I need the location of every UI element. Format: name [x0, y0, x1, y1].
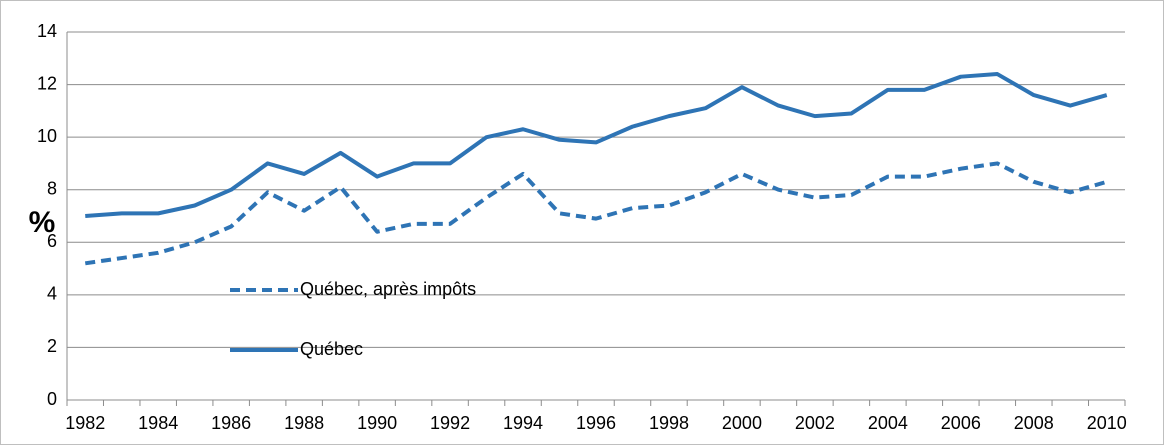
y-tick-label: 0	[47, 389, 57, 409]
x-tick-label: 1994	[503, 413, 543, 433]
x-tick-label: 2000	[722, 413, 762, 433]
x-tick-label: 2002	[795, 413, 835, 433]
x-tick-label: 1982	[65, 413, 105, 433]
legend-label: Québec, après impôts	[300, 279, 476, 299]
y-axis-label: %	[29, 206, 56, 239]
y-tick-label: 8	[47, 178, 57, 198]
y-tick-label: 6	[47, 231, 57, 251]
y-tick-label: 10	[37, 126, 57, 146]
x-tick-label: 1984	[138, 413, 178, 433]
x-tick-label: 2006	[941, 413, 981, 433]
line-series	[84, 161, 1108, 266]
x-tick-label: 2008	[1014, 413, 1054, 433]
y-tick-label: 14	[37, 21, 57, 41]
x-tick-label: 1998	[649, 413, 689, 433]
y-tick-label: 12	[37, 73, 57, 93]
x-tick-label: 1992	[430, 413, 470, 433]
x-tick-label: 2010	[1087, 413, 1127, 433]
x-tick-label: 1996	[576, 413, 616, 433]
x-tick-label: 1986	[211, 413, 251, 433]
y-tick-label: 2	[47, 336, 57, 356]
y-tick-label: 4	[47, 284, 57, 304]
x-tick-label: 1990	[357, 413, 397, 433]
x-tick-label: 1988	[284, 413, 324, 433]
line-series	[85, 72, 1108, 218]
x-tick-label: 2004	[868, 413, 908, 433]
legend-label: Québec	[300, 339, 363, 359]
